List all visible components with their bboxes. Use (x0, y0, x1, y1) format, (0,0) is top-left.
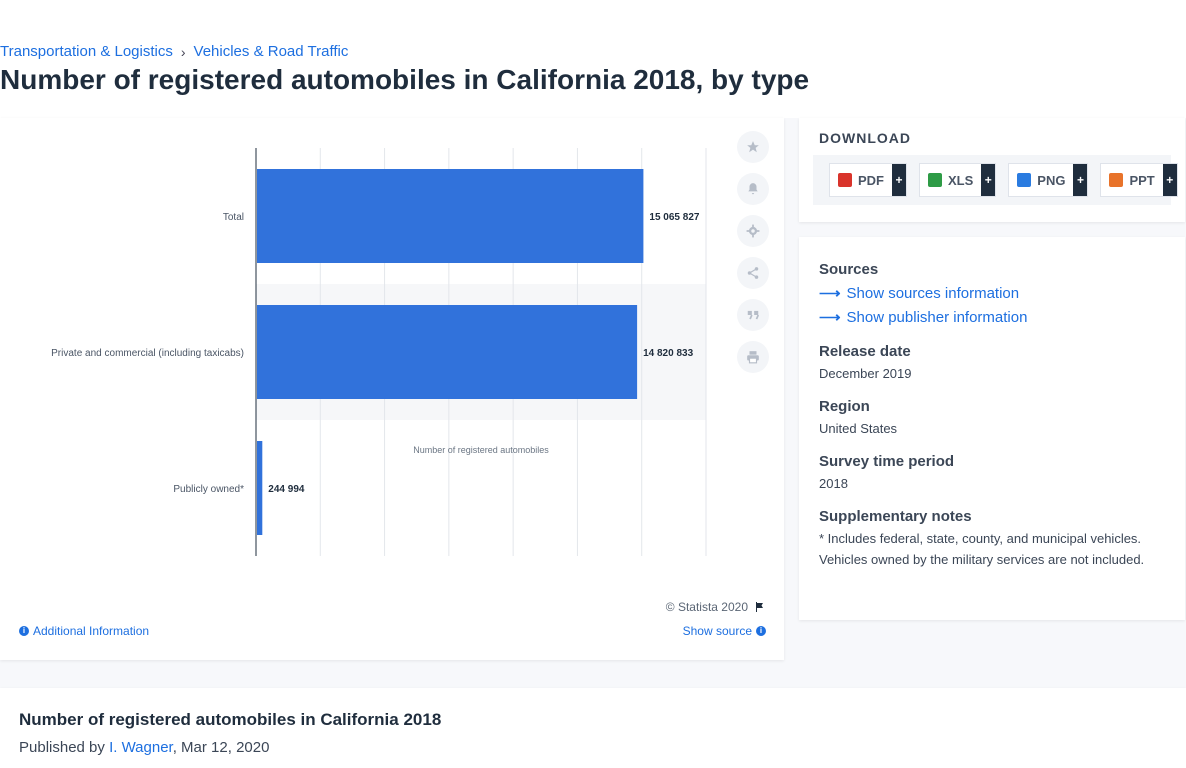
show-source-link[interactable]: Show source i (683, 624, 766, 638)
show-sources-label: Show sources information (846, 284, 1020, 302)
plus-icon: + (981, 164, 996, 196)
share-icon[interactable] (737, 257, 769, 289)
show-publisher-label: Show publisher information (846, 308, 1028, 326)
show-publisher-link[interactable]: ⟶ Show publisher information (819, 308, 1028, 327)
page-title: Number of registered automobiles in Cali… (0, 64, 810, 95)
category-label: Private and commercial (including taxica… (51, 348, 244, 359)
arrow-right-icon: ⟶ (819, 309, 841, 326)
info-icon: i (756, 626, 766, 636)
breadcrumb-separator-icon: › (180, 43, 186, 60)
category-label: Total (223, 212, 244, 223)
data-label: 244 994 (268, 484, 305, 495)
png-file-icon (1017, 173, 1032, 187)
download-xls-button[interactable]: XLS + (919, 163, 997, 197)
info-icon: i (19, 626, 29, 636)
supplementary-notes-value: * Includes federal, state, county, and m… (819, 531, 1145, 567)
publication-byline: Published by I. Wagner, Mar 12, 2020 (19, 739, 269, 756)
publication-title: Number of registered automobiles in Cali… (19, 710, 442, 729)
print-icon[interactable] (737, 341, 769, 373)
region-heading: Region (819, 398, 870, 415)
region-value: United States (819, 421, 898, 436)
additional-information-label: Additional Information (33, 624, 150, 638)
download-pdf-label: PDF (858, 172, 884, 188)
show-sources-link[interactable]: ⟶ Show sources information (819, 284, 1020, 303)
download-png-label: PNG (1037, 172, 1066, 188)
header-area (0, 0, 1186, 118)
plus-icon: + (1073, 164, 1088, 196)
download-card: DOWNLOAD PDF + XLS + PNG + PPT + (799, 118, 1185, 222)
bar-chart: 15 065 827 Total 14 820 833 Private and com… (51, 148, 707, 556)
additional-information-link[interactable]: i Additional Information (19, 624, 149, 638)
download-pdf-button[interactable]: PDF + (829, 163, 907, 197)
download-xls-label: XLS (948, 172, 974, 188)
survey-period-value: 2018 (819, 476, 848, 491)
publication-date: , Mar 12, 2020 (172, 739, 270, 756)
xls-file-icon (928, 173, 942, 187)
quote-icon[interactable] (737, 299, 769, 331)
download-title: DOWNLOAD (819, 130, 911, 146)
statista-copyright: © Statista 2020 (665, 600, 748, 614)
show-source-label: Show source (682, 624, 752, 638)
breadcrumb-item-vehicles[interactable]: Vehicles & Road Traffic (193, 43, 349, 60)
publication-card: Number of registered automobiles in Cali… (0, 688, 1186, 768)
release-date-heading: Release date (819, 343, 911, 360)
plus-icon: + (1162, 164, 1177, 196)
bar-1[interactable] (257, 305, 638, 399)
data-label: 15 065 827 (649, 212, 699, 223)
download-ppt-label: PPT (1129, 172, 1155, 188)
download-png-button[interactable]: PNG + (1008, 163, 1089, 197)
bell-icon[interactable] (737, 173, 769, 205)
chart-card: 15 065 827 Total 14 820 833 Private and com… (0, 118, 784, 660)
download-ppt-button[interactable]: PPT + (1100, 163, 1178, 197)
survey-period-heading: Survey time period (819, 453, 955, 470)
plus-icon: + (892, 164, 906, 196)
release-date-value: December 2019 (819, 366, 912, 381)
flag-icon[interactable] (754, 601, 766, 613)
data-label: 14 820 833 (643, 348, 693, 359)
bar-2[interactable] (257, 441, 263, 535)
star-icon[interactable] (737, 131, 769, 163)
statistic-info-card: Sources ⟶ Show sources information ⟶ Sho… (799, 237, 1185, 620)
pdf-file-icon (838, 173, 852, 187)
category-label: Publicly owned* (173, 484, 244, 495)
x-axis-label: Number of registered automobiles (413, 445, 549, 455)
arrow-right-icon: ⟶ (819, 285, 841, 302)
download-buttons: PDF + XLS + PNG + PPT + (813, 155, 1178, 205)
ppt-file-icon (1109, 173, 1124, 187)
sources-heading: Sources (819, 261, 879, 278)
published-by-label: Published by (19, 739, 105, 756)
gear-icon[interactable] (737, 215, 769, 247)
author-link[interactable]: I. Wagner (109, 739, 173, 756)
supplementary-notes-heading: Supplementary notes (819, 508, 972, 525)
bar-0[interactable] (257, 169, 644, 263)
chart-toolbar (737, 131, 769, 373)
breadcrumb: Transportation & Logistics › Vehicles & … (0, 43, 348, 60)
breadcrumb-item-transportation[interactable]: Transportation & Logistics (0, 43, 173, 60)
statista-credit: © Statista 2020 (666, 600, 766, 614)
